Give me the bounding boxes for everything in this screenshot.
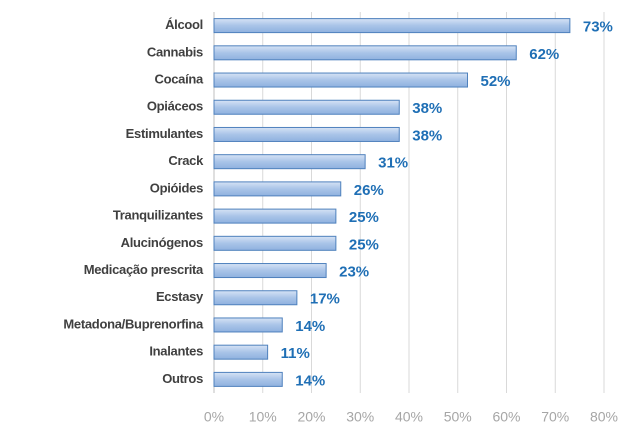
bar	[213, 72, 468, 88]
y-tick-label: Metadona/Buprenorfina	[63, 316, 204, 331]
x-tick-label: 10%	[249, 409, 277, 425]
data-label: 14%	[295, 372, 325, 389]
data-label: 38%	[412, 100, 442, 117]
y-tick-label: Cocaína	[155, 71, 205, 86]
y-tick-label: Cannabis	[147, 44, 203, 59]
x-tick-label: 0%	[204, 409, 224, 425]
data-label: 26%	[354, 182, 384, 199]
y-tick-label: Tranquilizantes	[113, 208, 203, 223]
data-label: 38%	[412, 127, 442, 144]
bar	[213, 344, 269, 360]
data-label: 23%	[339, 264, 369, 281]
bar	[213, 181, 342, 197]
x-tick-label: 60%	[492, 409, 520, 425]
data-label: 52%	[481, 73, 511, 90]
x-tick-label: 30%	[346, 409, 374, 425]
y-tick-label: Opióides	[150, 180, 203, 195]
x-tick-label: 20%	[297, 409, 325, 425]
y-tick-label: Outros	[162, 371, 203, 386]
data-label: 14%	[295, 318, 325, 335]
bar	[213, 154, 366, 170]
bar	[213, 45, 517, 61]
data-label: 25%	[349, 236, 379, 253]
data-label: 73%	[583, 19, 613, 36]
bar	[213, 208, 337, 224]
data-label: 11%	[281, 345, 310, 362]
y-tick-label: Estimulantes	[126, 126, 203, 141]
bar	[213, 99, 400, 115]
bar	[213, 126, 400, 142]
data-label: 62%	[529, 46, 559, 63]
data-label: 25%	[349, 209, 379, 226]
y-tick-label: Medicação prescrita	[84, 262, 204, 277]
x-tick-label: 40%	[395, 409, 423, 425]
bar	[213, 317, 283, 333]
x-tick-label: 70%	[541, 409, 569, 425]
data-label: 17%	[310, 291, 340, 308]
y-tick-label: Crack	[168, 153, 204, 168]
y-tick-label: Ecstasy	[156, 289, 204, 304]
bar	[213, 263, 327, 279]
x-tick-label: 50%	[444, 409, 472, 425]
y-tick-label: Álcool	[165, 17, 203, 32]
bar	[213, 235, 337, 251]
y-tick-label: Alucinógenos	[121, 235, 203, 250]
x-tick-label: 80%	[590, 409, 618, 425]
bar	[213, 290, 298, 306]
y-tick-label: Inalantes	[149, 344, 203, 359]
bar	[213, 18, 571, 34]
data-label: 31%	[378, 155, 408, 172]
y-tick-label: Opiáceos	[147, 99, 203, 114]
bar	[213, 371, 283, 387]
